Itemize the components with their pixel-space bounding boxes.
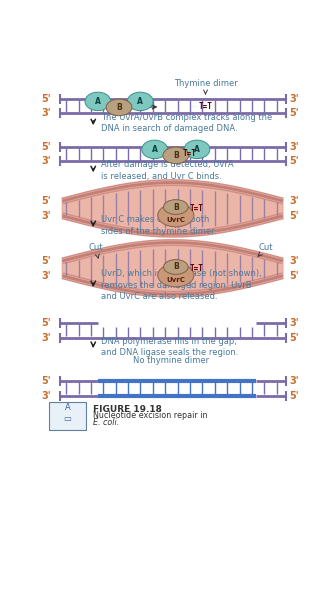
Text: 3': 3' (41, 332, 51, 343)
Text: B: B (116, 103, 122, 112)
Text: No thymine dimer: No thymine dimer (133, 356, 209, 365)
Text: A: A (194, 145, 200, 154)
Text: 5': 5' (289, 391, 299, 401)
Text: The UvrA/UvrB complex tracks along the
DNA in search of damaged DNA.: The UvrA/UvrB complex tracks along the D… (101, 113, 272, 134)
Ellipse shape (164, 259, 188, 274)
Text: Cut: Cut (258, 243, 273, 257)
Text: FIGURE 19.18: FIGURE 19.18 (93, 404, 162, 413)
Text: 5': 5' (289, 332, 299, 343)
Text: DNA polymerase fills in the gap,
and DNA ligase seals the region.: DNA polymerase fills in the gap, and DNA… (101, 337, 238, 357)
Ellipse shape (127, 92, 153, 111)
Text: B: B (173, 262, 179, 271)
Text: A
▭: A ▭ (64, 404, 71, 423)
Text: 5': 5' (41, 376, 51, 386)
Text: 5': 5' (289, 108, 299, 119)
Text: A: A (137, 97, 143, 106)
Text: 3': 3' (289, 318, 299, 328)
Text: A: A (152, 145, 158, 154)
Text: 5': 5' (289, 271, 299, 281)
Text: T=T: T=T (198, 101, 212, 110)
Text: UvrD, which is a helicase (not shown),
removes the damaged region. UvrB
and UvrC: UvrD, which is a helicase (not shown), r… (101, 270, 262, 301)
Text: 5': 5' (41, 318, 51, 328)
Text: E. coli.: E. coli. (93, 418, 120, 427)
Text: 3': 3' (41, 391, 51, 401)
Text: 5': 5' (41, 256, 51, 266)
Text: T=T: T=T (183, 150, 197, 159)
Text: 3': 3' (41, 211, 51, 221)
Text: UvrC: UvrC (166, 277, 185, 283)
Ellipse shape (158, 204, 194, 227)
Text: 5': 5' (41, 141, 51, 152)
Ellipse shape (163, 147, 189, 164)
Ellipse shape (142, 140, 167, 159)
FancyBboxPatch shape (49, 402, 86, 430)
Text: B: B (173, 151, 179, 160)
Ellipse shape (106, 99, 132, 116)
Ellipse shape (85, 92, 111, 111)
Text: 3': 3' (289, 376, 299, 386)
Text: 3': 3' (289, 93, 299, 104)
Text: 3': 3' (41, 271, 51, 281)
Text: 3': 3' (41, 108, 51, 119)
Text: 3': 3' (41, 156, 51, 167)
Text: A: A (95, 97, 101, 106)
Text: After damage is detected, UvrA
is released, and Uvr C binds.: After damage is detected, UvrA is releas… (101, 161, 234, 181)
Text: 5': 5' (41, 93, 51, 104)
Text: Uvr C makes cuts on both
sides of the thymine dimer.: Uvr C makes cuts on both sides of the th… (101, 215, 216, 235)
Text: 3': 3' (289, 141, 299, 152)
Text: Nucleotide excision repair in: Nucleotide excision repair in (93, 412, 208, 420)
Text: 3': 3' (289, 196, 299, 206)
Polygon shape (62, 243, 283, 294)
Text: 5': 5' (41, 196, 51, 206)
Ellipse shape (184, 140, 210, 159)
Text: Thymine dimer: Thymine dimer (173, 78, 237, 94)
Text: T=T: T=T (189, 264, 203, 273)
Text: B: B (173, 202, 179, 211)
Text: 5': 5' (289, 156, 299, 167)
Ellipse shape (158, 264, 194, 287)
Text: Cut: Cut (89, 243, 103, 258)
Text: 5': 5' (289, 211, 299, 221)
Ellipse shape (164, 199, 188, 214)
Text: T=T: T=T (189, 204, 203, 213)
Text: 3': 3' (289, 256, 299, 266)
Text: UvrC: UvrC (166, 217, 185, 223)
Polygon shape (62, 183, 283, 234)
